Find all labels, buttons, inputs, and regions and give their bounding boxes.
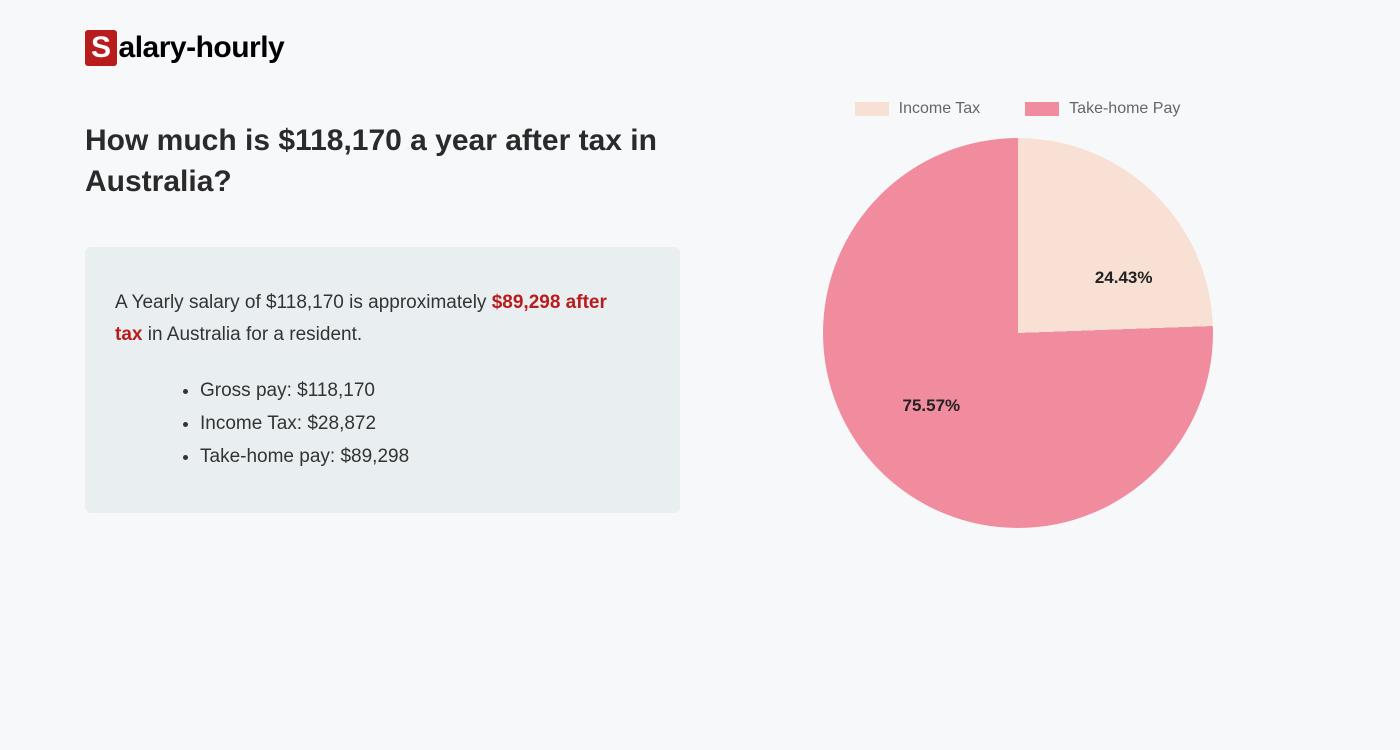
summary-box: A Yearly salary of $118,170 is approxima… bbox=[85, 247, 680, 513]
bullet-take: Take-home pay: $89,298 bbox=[200, 440, 635, 473]
legend-swatch-tax bbox=[855, 102, 889, 116]
pie-label-take: 75.57% bbox=[903, 396, 961, 416]
pie-graphic bbox=[823, 138, 1213, 528]
right-column: Income Tax Take-home Pay 24.43% 75.57% bbox=[720, 30, 1315, 528]
legend-item-tax: Income Tax bbox=[855, 100, 981, 118]
page-title: How much is $118,170 a year after tax in… bbox=[85, 121, 680, 202]
pie-chart: 24.43% 75.57% bbox=[823, 138, 1213, 528]
left-column: Salary-hourly How much is $118,170 a yea… bbox=[85, 30, 680, 528]
legend-swatch-take bbox=[1025, 102, 1059, 116]
logo-text: alary-hourly bbox=[119, 31, 285, 65]
bullet-gross: Gross pay: $118,170 bbox=[200, 374, 635, 407]
site-logo: Salary-hourly bbox=[85, 30, 680, 66]
legend-item-take: Take-home Pay bbox=[1025, 100, 1180, 118]
chart-legend: Income Tax Take-home Pay bbox=[855, 100, 1181, 118]
page-container: Salary-hourly How much is $118,170 a yea… bbox=[0, 0, 1400, 558]
summary-bullets: Gross pay: $118,170 Income Tax: $28,872 … bbox=[115, 374, 635, 474]
legend-label-tax: Income Tax bbox=[899, 100, 981, 118]
summary-suffix: in Australia for a resident. bbox=[142, 324, 362, 345]
summary-text: A Yearly salary of $118,170 is approxima… bbox=[115, 287, 635, 352]
bullet-tax: Income Tax: $28,872 bbox=[200, 407, 635, 440]
logo-badge: S bbox=[85, 30, 117, 66]
pie-label-tax: 24.43% bbox=[1095, 268, 1153, 288]
legend-label-take: Take-home Pay bbox=[1069, 100, 1180, 118]
summary-prefix: A Yearly salary of $118,170 is approxima… bbox=[115, 292, 492, 313]
